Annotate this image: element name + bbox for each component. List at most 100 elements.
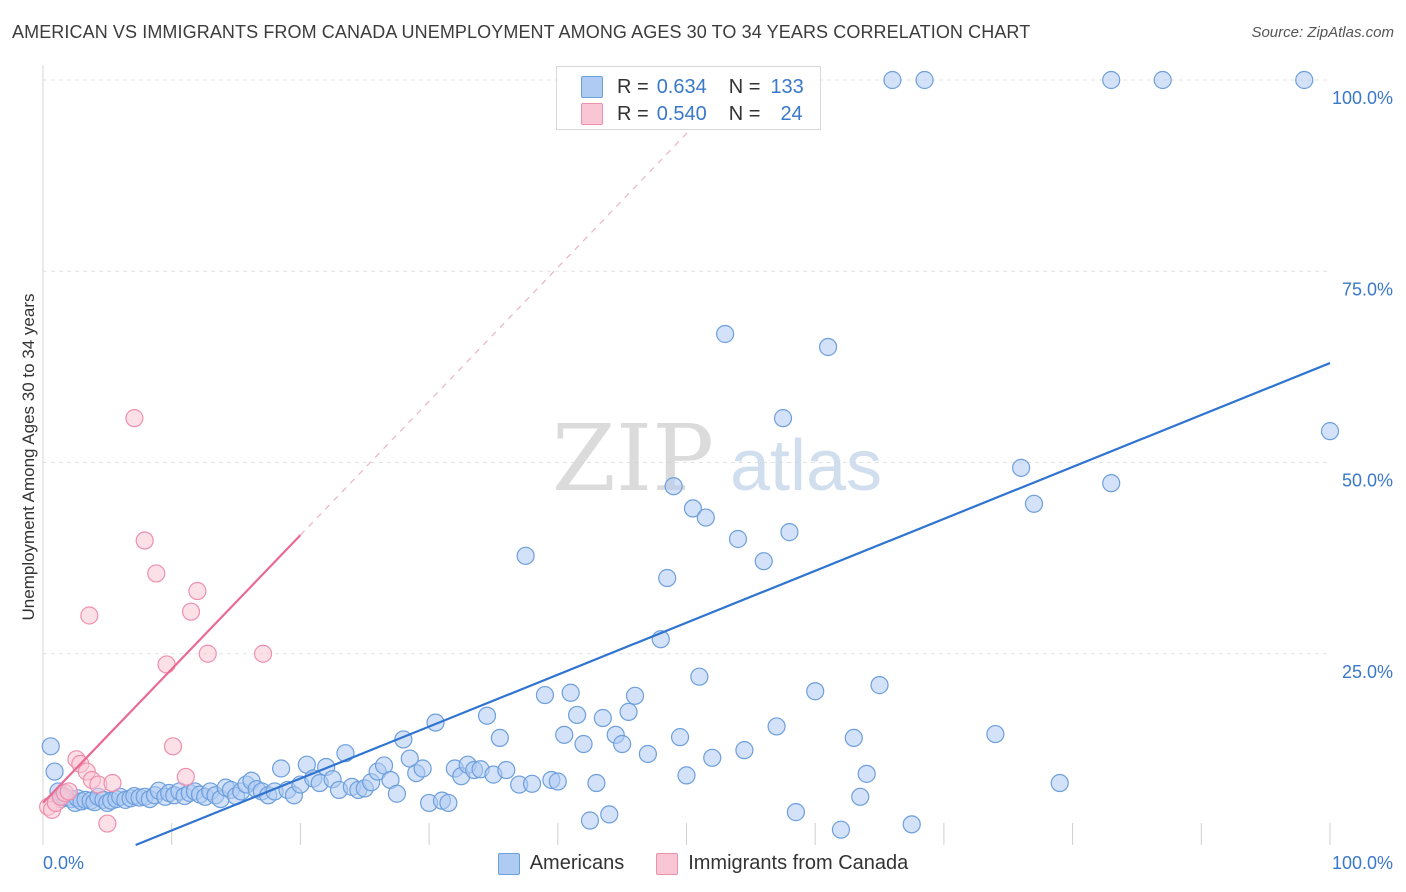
americans-point [522, 774, 542, 793]
axis-ticks [171, 823, 1331, 845]
americans-point [587, 773, 606, 793]
americans-point [767, 717, 786, 736]
x-tick-label: 100.0% [1332, 853, 1393, 873]
americans-point [413, 759, 432, 778]
legend-n-value: 133 [770, 75, 804, 98]
canada-point [253, 644, 273, 663]
canada-points [39, 409, 273, 833]
americans-point [619, 702, 638, 721]
americans-point [548, 772, 567, 791]
americans-swatch [497, 852, 520, 875]
americans-point [754, 552, 773, 571]
americans-point [568, 705, 587, 725]
americans-point [1050, 773, 1069, 793]
x-tick-label: 0.0% [43, 853, 84, 873]
americans-point [1320, 422, 1340, 441]
tick-labels: 25.0% 50.0% 75.0% 100.0% 0.0% 100.0% [43, 88, 1393, 873]
legend-label-americans: Americans [529, 852, 625, 874]
americans-point [271, 759, 291, 778]
canada-point [157, 655, 176, 674]
americans-point [490, 728, 509, 748]
americans-point [45, 762, 64, 781]
stats-legend: R = 0.634 N = 133 R = 0.540 N = 24 [556, 66, 821, 130]
americans-point [780, 523, 799, 542]
legend-row-canada: R = 0.540 N = 24 [581, 102, 803, 126]
legend-n-value: 24 [780, 102, 803, 125]
americans-point [670, 728, 690, 747]
legend-item-canada: Immigrants from Canada [656, 852, 908, 875]
legend-n-label: N = [728, 75, 761, 98]
y-tick-label: 100.0% [1332, 88, 1393, 108]
americans-point [728, 529, 748, 549]
americans-point [41, 737, 60, 756]
americans-point [1024, 494, 1044, 513]
americans-point [535, 685, 555, 705]
chart-title: AMERICAN VS IMMIGRANTS FROM CANADA UNEMP… [12, 22, 1031, 42]
canada-point [188, 581, 207, 601]
americans-point [716, 324, 735, 344]
americans-point [690, 667, 709, 686]
americans-point [857, 764, 876, 783]
canada-point [176, 767, 195, 787]
y-tick-label: 50.0% [1342, 471, 1393, 491]
americans-point [915, 70, 934, 90]
canada-point [98, 814, 117, 833]
canada-swatch [581, 103, 603, 125]
americans-point [1102, 474, 1121, 493]
americans-point [986, 724, 1005, 744]
canada-point [80, 606, 99, 625]
americans-swatch [581, 76, 603, 98]
canada-point [103, 773, 122, 793]
americans-trendline [135, 362, 1331, 847]
canada-point [147, 564, 166, 583]
legend-r-value: 0.634 [656, 75, 707, 98]
americans-point [497, 760, 516, 780]
americans-point [1153, 70, 1172, 90]
americans-point [658, 568, 677, 588]
legend-r-label: R = [617, 102, 649, 125]
americans-point [593, 708, 612, 728]
watermark-atlas: atlas [730, 426, 882, 506]
canada-trendline-extension [299, 106, 713, 536]
americans-point [516, 546, 535, 565]
americans-point [664, 477, 683, 496]
legend-label-canada: Immigrants from Canada [688, 852, 909, 874]
americans-point [561, 683, 580, 702]
americans-point [870, 676, 889, 695]
legend-n-label: N = [728, 102, 761, 125]
canada-point [163, 737, 183, 756]
legend-r-value: 0.540 [656, 102, 707, 125]
americans-point [580, 811, 600, 830]
americans-point [625, 686, 645, 705]
canada-point [135, 531, 154, 550]
americans-point [806, 682, 825, 701]
americans-point [439, 793, 458, 813]
americans-point [683, 499, 703, 518]
americans-point [1295, 70, 1314, 90]
americans-point [574, 734, 593, 754]
trendlines [42, 362, 1331, 847]
americans-point [773, 409, 793, 428]
americans-point [1102, 70, 1121, 90]
legend-r-label: R = [617, 75, 649, 98]
americans-point [851, 787, 870, 806]
legend-row-americans: R = 0.634 N = 133 [581, 75, 804, 99]
americans-point [735, 741, 754, 760]
americans-point [696, 508, 715, 527]
americans-point [831, 820, 851, 839]
americans-point [902, 815, 921, 834]
americans-point [1012, 458, 1031, 477]
canada-point [181, 602, 201, 621]
source-label: Source: ZipAtlas.com [1251, 24, 1394, 41]
americans-point [818, 337, 838, 357]
watermark: ZIP atlas [552, 405, 882, 512]
americans-point [477, 706, 497, 725]
canada-trendline [42, 534, 302, 804]
legend-item-americans: Americans [497, 852, 625, 875]
americans-point [844, 728, 863, 748]
watermark-zip: ZIP [552, 405, 714, 512]
canada-swatch [656, 852, 679, 875]
americans-point [613, 734, 632, 754]
americans-point [638, 744, 657, 764]
